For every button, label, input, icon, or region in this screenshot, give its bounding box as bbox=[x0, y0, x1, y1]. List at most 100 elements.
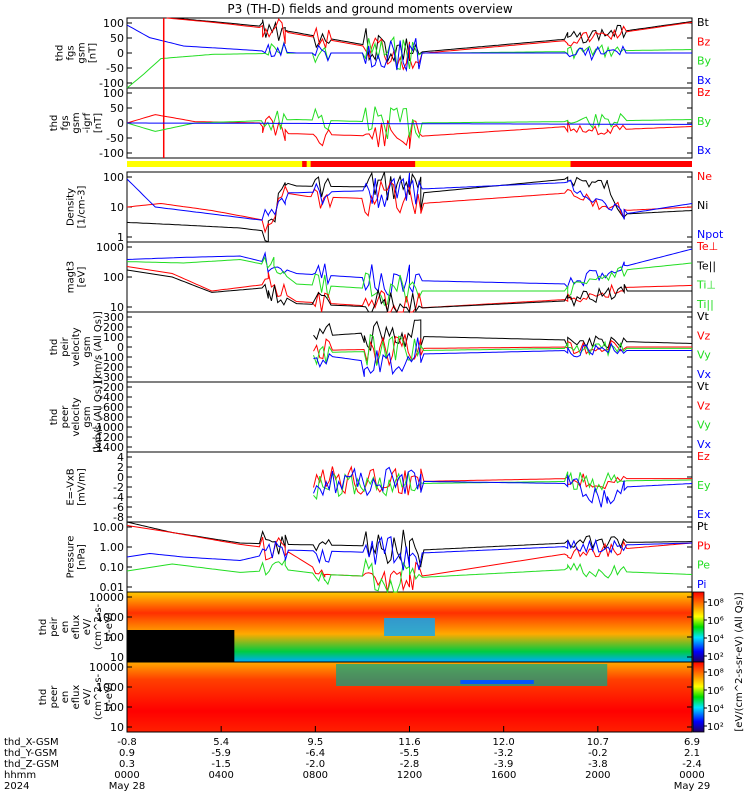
x-row-label: thd_Z-GSM bbox=[4, 759, 59, 770]
y-axis-label: Pressure[nPa] bbox=[66, 536, 88, 579]
legend-pb: Pb bbox=[697, 539, 711, 552]
trace-ni bbox=[126, 171, 693, 243]
mode-bar bbox=[127, 161, 692, 167]
x-tick-label: 2.1 bbox=[684, 748, 700, 759]
panel-9: 10000 1000 100 10thdpeirenefluxeV/(cm^2-s-s… bbox=[38, 591, 693, 664]
trace-ti-para bbox=[126, 248, 693, 297]
legend-bt: Bt bbox=[697, 16, 710, 29]
y-tick-label: 100 bbox=[103, 17, 124, 30]
y-axis-label: thdfgsgsm-igrf[nT] bbox=[49, 112, 104, 133]
colorbar-tick-label: 10⁶ bbox=[707, 616, 724, 627]
legend-ti||: Ti|| bbox=[696, 298, 714, 311]
x-row-label: hhmm bbox=[4, 770, 36, 781]
legend-ex: Ex bbox=[697, 508, 711, 521]
colorbar-tick-label: 10² bbox=[707, 652, 724, 663]
x-tick-label: 0.3 bbox=[119, 759, 135, 770]
y-axis-label: thdpeervelocitygsm[km/s (All Qs)] bbox=[49, 381, 104, 453]
y-tick-label: -2 bbox=[113, 481, 124, 494]
colorbar-tick-label: 10⁴ bbox=[707, 634, 724, 645]
y-tick-label: 10000 bbox=[89, 591, 124, 604]
colorbar-tick-label: 10² bbox=[707, 722, 724, 733]
y-tick-label: -6 bbox=[113, 501, 124, 514]
y-tick-label: 0 bbox=[117, 47, 124, 60]
y-tick-label: -1400 bbox=[92, 441, 124, 454]
y-tick-label: 2 bbox=[117, 461, 124, 474]
trace-ne bbox=[126, 179, 693, 234]
y-tick-label: 4 bbox=[117, 451, 124, 464]
panel-6: -200-400-600-800-1000-1200-1400thdpeerve… bbox=[49, 380, 712, 454]
y-tick-label: 10 bbox=[110, 721, 124, 734]
legend-te⊥: Te⊥ bbox=[696, 240, 718, 253]
y-tick-label: 1.00 bbox=[100, 541, 125, 554]
y-tick-label: -100 bbox=[99, 77, 124, 90]
panel-10: 10000 1000 100 10thdpeerenefluxeV/(cm^2-s-s… bbox=[38, 661, 693, 734]
y-tick-label: 100 bbox=[103, 701, 124, 714]
x-tick-label: 5.4 bbox=[213, 737, 229, 748]
y-tick-label: -400 bbox=[99, 391, 124, 404]
panel-4: 1000 100 10 magt3[eV] Te⊥ Te|| Ti⊥ Ti|| bbox=[66, 240, 719, 314]
legend-vy: Vy bbox=[697, 349, 711, 362]
trace-by-igrf bbox=[126, 106, 693, 140]
x-tick-label: 12.0 bbox=[493, 737, 515, 748]
legend-vy: Vy bbox=[697, 419, 711, 432]
high-energy-low-flux-region bbox=[336, 664, 608, 686]
trace-ey bbox=[313, 471, 692, 501]
y-axis-label: thdpeerenefluxeV/(cm^2-s-sr-eV) bbox=[38, 673, 115, 720]
legend-ez: Ez bbox=[697, 450, 710, 463]
x-axis-labels: thd_X-GSMthd_Y-GSMthd_Z-GSMhhmm2024-0.80… bbox=[4, 726, 710, 792]
legend-te||: Te|| bbox=[696, 259, 716, 272]
x-tick-label: -0.8 bbox=[117, 737, 137, 748]
trace-bt bbox=[127, 17, 693, 63]
x-tick-label: May 28 bbox=[109, 781, 146, 792]
y-tick-label: 10.00 bbox=[93, 521, 125, 534]
x-tick-label: 9.5 bbox=[307, 737, 323, 748]
y-axis-label: magt3[eV] bbox=[66, 261, 88, 294]
y-tick-label: -1200 bbox=[92, 431, 124, 444]
x-tick-label: -2.0 bbox=[306, 759, 326, 770]
y-tick-label: 200 bbox=[103, 321, 124, 334]
legend-ey: Ey bbox=[697, 479, 711, 492]
y-tick-label: -50 bbox=[106, 62, 124, 75]
y-tick-label: -200 bbox=[99, 381, 124, 394]
y-tick-label: 1 bbox=[117, 231, 124, 244]
y-tick-label: 10000 bbox=[89, 661, 124, 674]
trace-vt bbox=[313, 319, 693, 352]
y-tick-label: -50 bbox=[106, 132, 124, 145]
x-row-label: thd_X-GSM bbox=[4, 737, 59, 748]
trace-te-para bbox=[126, 269, 692, 314]
y-tick-label: 1000 bbox=[96, 681, 124, 694]
y-tick-label: 0 bbox=[117, 341, 124, 354]
legend-pi: Pi bbox=[697, 578, 706, 591]
legend-bx: Bx bbox=[697, 74, 712, 87]
x-tick-label: 6.9 bbox=[684, 737, 700, 748]
legend-bx: Bx bbox=[697, 144, 712, 157]
colorbar-tick-label: 10⁸ bbox=[707, 598, 724, 609]
colorbar-label: [eV/(cm^2-s-sr-eV) (All Qs)] bbox=[734, 592, 745, 731]
x-tick-label: 0000 bbox=[114, 770, 139, 781]
low-energy-dark-region bbox=[127, 630, 235, 662]
blue-band bbox=[460, 680, 534, 684]
x-tick-label: -3.8 bbox=[588, 759, 608, 770]
y-tick-label: -100 bbox=[99, 147, 124, 160]
x-tick-label: 1600 bbox=[491, 770, 516, 781]
y-tick-label: 100 bbox=[103, 631, 124, 644]
legend-by: By bbox=[697, 115, 712, 128]
y-tick-label: 50 bbox=[110, 102, 124, 115]
legend-npot: Npot bbox=[697, 228, 724, 241]
sheet-cold-ion-region bbox=[384, 618, 435, 636]
colorbar-tick-label: 10⁸ bbox=[707, 668, 724, 679]
colorbar-top: 10⁸ 10⁶ 10⁴ 10² bbox=[692, 591, 724, 663]
x-tick-label: -2.4 bbox=[682, 759, 702, 770]
x-tick-label: 0400 bbox=[208, 770, 233, 781]
x-tick-label: 0.9 bbox=[119, 748, 135, 759]
y-axis-label: thdpeirenefluxeV/(cm^2-s-sr-eV) bbox=[38, 603, 115, 650]
y-tick-label: 100 bbox=[103, 87, 124, 100]
legend-by: By bbox=[697, 55, 712, 68]
legend-ne: Ne bbox=[697, 170, 712, 183]
x-tick-label: 11.6 bbox=[398, 737, 420, 748]
legend-vz: Vz bbox=[697, 399, 711, 412]
x-tick-label: 0800 bbox=[303, 770, 328, 781]
colorbar-bottom: 10⁸ 10⁶ 10⁴ 10² bbox=[692, 661, 724, 733]
x-tick-label: -0.2 bbox=[588, 748, 608, 759]
